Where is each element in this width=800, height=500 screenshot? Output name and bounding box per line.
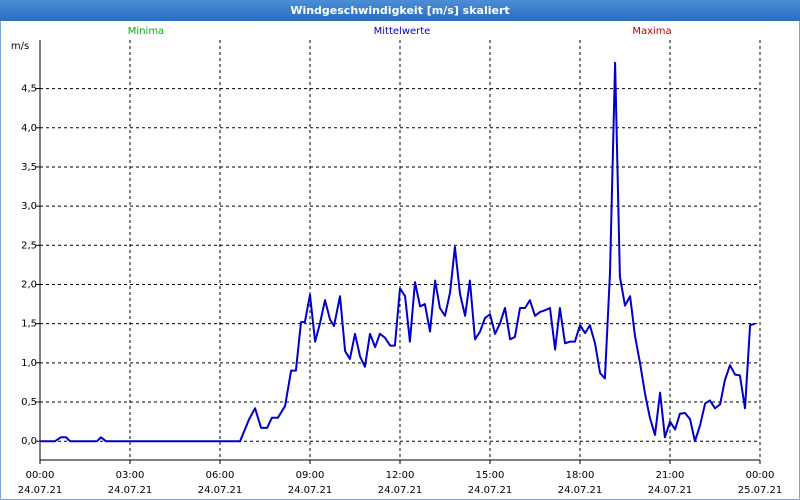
y-tick-label: 3,5	[21, 162, 37, 173]
title-bar	[0, 0, 800, 21]
chart-title: Windgeschwindigkeit [m/s] skaliert	[290, 4, 509, 17]
y-tick-label: 1,5	[21, 319, 37, 330]
x-tick-label: 21:00	[656, 470, 685, 481]
x-tick-label: 00:00	[26, 470, 55, 481]
x-tick-date: 24.07.21	[558, 485, 603, 496]
x-tick-label: 03:00	[116, 470, 145, 481]
y-tick-label: 4,5	[21, 84, 37, 95]
x-tick-date: 25.07.21	[738, 485, 783, 496]
x-tick-label: 12:00	[386, 470, 415, 481]
y-tick-label: 4,0	[21, 123, 37, 134]
data-line	[40, 61, 756, 443]
x-tick-label: 09:00	[296, 470, 325, 481]
x-tick-date: 24.07.21	[198, 485, 243, 496]
y-tick-label: 0,0	[21, 436, 37, 447]
x-tick-date: 24.07.21	[288, 485, 333, 496]
x-tick-label: 00:00	[746, 470, 775, 481]
x-tick-date: 24.07.21	[468, 485, 513, 496]
x-tick-label: 18:00	[566, 470, 595, 481]
x-tick-date: 24.07.21	[108, 485, 153, 496]
y-tick-label: 1,0	[21, 358, 37, 369]
x-tick-date: 24.07.21	[18, 485, 63, 496]
y-tick-label: 0,5	[21, 397, 37, 408]
x-tick-label: 15:00	[476, 470, 505, 481]
legend-label: Minima	[128, 26, 164, 37]
y-tick-label: 2,0	[21, 279, 37, 290]
x-tick-date: 24.07.21	[648, 485, 693, 496]
y-tick-label: 2,5	[21, 240, 37, 251]
legend-label: Maxima	[632, 26, 671, 37]
legend-label: Mittelwerte	[374, 26, 431, 37]
x-tick-label: 06:00	[206, 470, 235, 481]
x-tick-date: 24.07.21	[378, 485, 423, 496]
y-tick-label: 3,0	[21, 201, 37, 212]
y-axis-label: m/s	[11, 41, 29, 52]
